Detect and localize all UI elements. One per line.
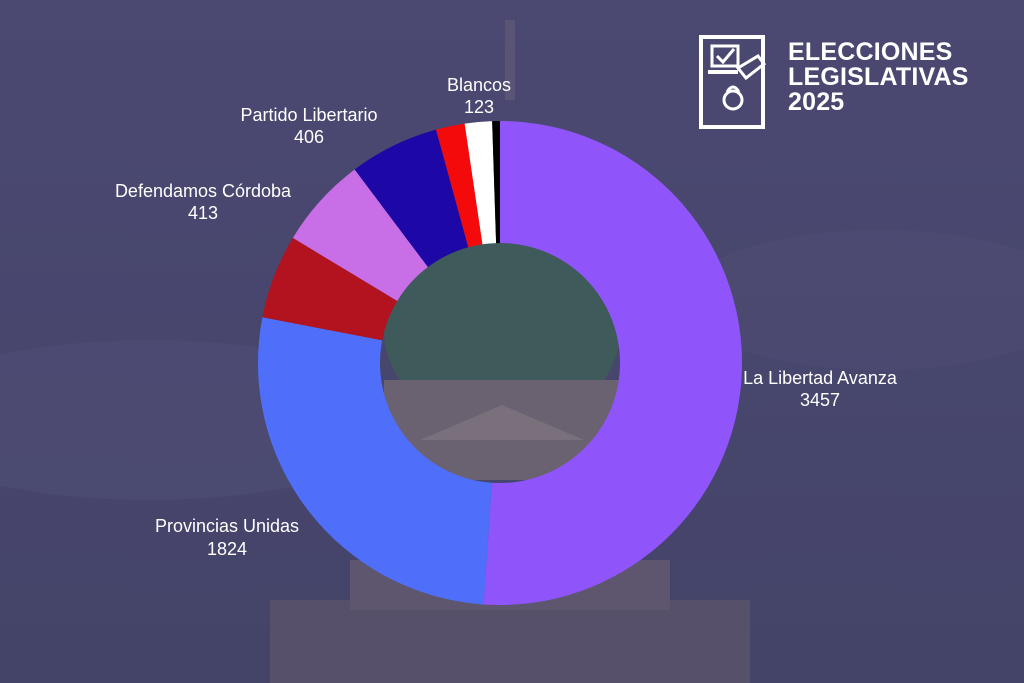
slice-label-partido-libertario: Partido Libertario: [240, 105, 377, 125]
elections-title: ELECCIONES LEGISLATIVAS 2025: [788, 40, 969, 115]
donut-slice-unlabeled-7: [492, 121, 500, 244]
slice-label-provincias-unidas: Provincias Unidas: [155, 516, 299, 536]
title-line-1: ELECCIONES: [788, 38, 953, 66]
slice-label-defendamos-cordoba: Defendamos Córdoba: [115, 181, 292, 201]
slice-label-blancos: Blancos: [447, 75, 511, 95]
donut-slice-unlabeled-2: [262, 237, 398, 341]
elections-logo: ELECCIONES LEGISLATIVAS 2025: [698, 34, 988, 134]
donut-slice-provincias-unidas: [258, 317, 492, 605]
slice-value-defendamos-cordoba: 413: [188, 203, 218, 223]
slice-value-la-libertad-avanza: 3457: [800, 390, 840, 410]
donut-slice-unlabeled-5: [436, 123, 483, 248]
slice-label-la-libertad-avanza: La Libertad Avanza: [743, 368, 898, 388]
slice-value-partido-libertario: 406: [294, 127, 324, 147]
donut-slice-la-libertad-avanza: [483, 121, 743, 606]
ballot-box-icon: [699, 35, 767, 129]
title-line-3: 2025: [788, 88, 845, 116]
slice-value-blancos: 123: [464, 97, 494, 117]
title-line-2: LEGISLATIVAS: [788, 63, 969, 91]
donut-slice-defendamos-c-rdoba: [292, 169, 428, 301]
slice-value-provincias-unidas: 1824: [207, 539, 247, 559]
donut-slice-blancos: [464, 121, 497, 245]
donut-slice-partido-libertario: [354, 129, 469, 268]
